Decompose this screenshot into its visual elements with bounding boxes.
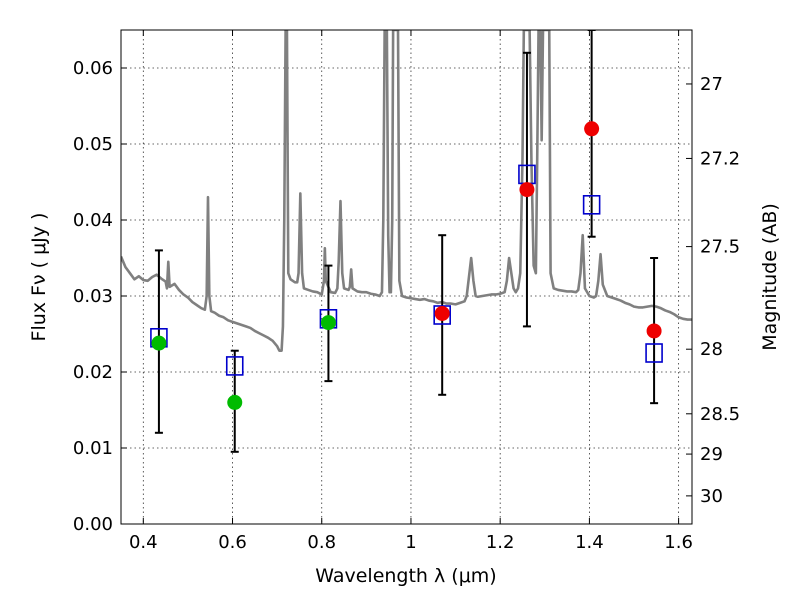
square-marker-1 (225, 356, 244, 376)
y2-tick-label-1: 27.2 (700, 148, 740, 169)
y2-tick-label-2: 27.5 (700, 237, 740, 258)
square-marker-6 (645, 343, 663, 363)
y2-tick-label-3: 28 (700, 339, 723, 360)
model-spectrum (121, 30, 692, 353)
x-tick-label-5: 1.4 (575, 532, 604, 553)
x-tick-label-6: 1.6 (664, 532, 693, 553)
y2-tick-label-6: 30 (700, 486, 723, 507)
circle-marker-s2-3 (646, 323, 662, 339)
y-tick-label-6: 0.06 (73, 58, 113, 79)
x-tick-label-2: 0.8 (307, 532, 336, 553)
x-axis-title: Wavelength λ (μm) (315, 565, 496, 587)
y2-tick-label-4: 28.5 (700, 404, 740, 425)
axis-ticks: 0.4 0.6 0.8 1 1.2 1.4 1.6 0.00 0.01 0.02 0.03 0.04 0… (73, 30, 740, 553)
y-tick-label-0: 0.00 (73, 514, 113, 535)
y-tick-label-2: 0.02 (73, 362, 113, 383)
y-axis-title: Flux Fν ( μJy ) (28, 213, 50, 342)
circle-marker-s1-2 (320, 315, 336, 331)
x-tick-label-1: 0.6 (218, 532, 247, 553)
circle-marker-s2-0 (434, 305, 450, 321)
circle-marker-s1-1 (227, 394, 243, 410)
y-tick-label-1: 0.01 (73, 438, 113, 459)
circle-marker-s2-2 (584, 121, 600, 137)
y-tick-label-4: 0.04 (73, 210, 113, 231)
photometry-markers (150, 121, 663, 410)
spectrum-line (121, 30, 692, 353)
circle-marker-s2-1 (519, 182, 535, 198)
y2-axis-title: Magnitude (AB) (759, 203, 781, 351)
x-tick-label-0: 0.4 (129, 532, 158, 553)
plot-frame (120, 29, 693, 525)
square-marker-5 (582, 195, 601, 215)
x-tick-label-4: 1.2 (486, 532, 515, 553)
y2-tick-label-5: 29 (700, 444, 723, 465)
circle-marker-s1-0 (151, 335, 167, 351)
y-tick-label-3: 0.03 (73, 286, 113, 307)
grid-lines (121, 30, 692, 524)
y-tick-label-5: 0.05 (73, 134, 113, 155)
y2-tick-label-0: 27 (700, 74, 723, 95)
x-tick-label-3: 1 (405, 532, 416, 553)
